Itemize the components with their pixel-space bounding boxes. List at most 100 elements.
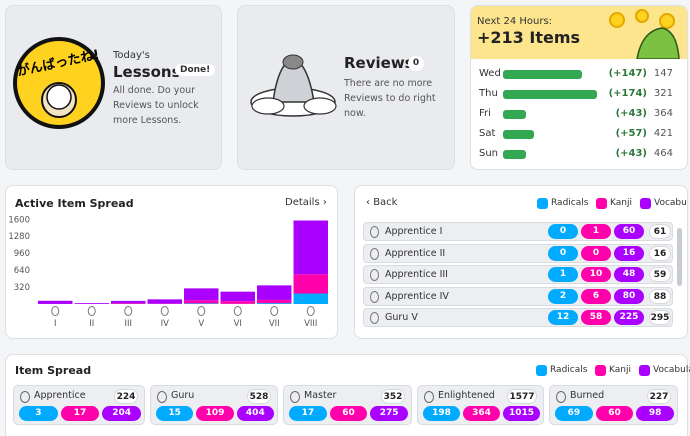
spread-total: 528: [247, 389, 271, 404]
level-count: 225: [614, 310, 644, 325]
level-icon: [124, 306, 133, 316]
x-tick-label: III: [124, 319, 132, 329]
lessons-panel[interactable]: がんばったね! Today's Lessons Done! All done. …: [5, 5, 222, 170]
level-icon: [87, 306, 96, 316]
legend-swatch: [596, 198, 607, 209]
bar-segment: [147, 299, 182, 304]
forecast-panel: Next 24 Hours: +213 Items Wed (+147) 147 Th…: [470, 5, 688, 170]
level-count: 0: [581, 245, 611, 261]
forecast-total: 364: [653, 108, 673, 119]
level-icon: [370, 312, 379, 324]
spread-name: Enlightened: [438, 390, 495, 401]
level-icon: [197, 306, 206, 316]
legend-label: Radicals: [551, 198, 589, 208]
forecast-bar: [503, 150, 527, 159]
level-count: 48: [614, 267, 644, 282]
legend-swatch: [595, 365, 606, 376]
back-text[interactable]: Back: [373, 197, 398, 208]
y-tick-label: 960: [14, 249, 30, 259]
lessons-badge: Done!: [175, 64, 216, 76]
spread-count: 275: [370, 406, 408, 421]
active-spread-panel: Active Item Spread Details ›: [5, 185, 338, 339]
chart-title: Active Item Spread: [15, 197, 134, 210]
bar-segment: [74, 303, 109, 304]
spread-count: 198: [423, 406, 460, 421]
x-tick-label: VI: [234, 319, 242, 329]
forecast-total: +213 Items: [477, 28, 581, 47]
legend-swatch: [537, 198, 548, 209]
level-detail-panel: ‹ Back Radicals Kanji Vocabulary Apprentice…: [354, 185, 688, 339]
forecast-bar: [503, 130, 534, 139]
forecast-day: Sun: [479, 148, 499, 159]
level-count: 2: [548, 288, 578, 304]
bar-segment: [257, 285, 292, 300]
forecast-added: (+147): [608, 68, 647, 79]
spread-icon: [290, 391, 300, 403]
level-icon: [306, 306, 315, 316]
legend-swatch: [640, 198, 651, 209]
x-tick-label: I: [54, 319, 57, 329]
level-icon: [370, 226, 379, 238]
spread-card[interactable]: Guru 528 15 109 404: [150, 385, 278, 425]
bar-segment: [184, 288, 219, 301]
spread-count: 1015: [503, 406, 540, 421]
legend-label: Radicals: [550, 365, 588, 375]
level-row[interactable]: Apprentice I 0 1 60 61: [363, 222, 673, 241]
spread-count: 15: [156, 406, 194, 421]
level-icon: [370, 290, 379, 303]
forecast-bar: [503, 90, 597, 99]
level-row[interactable]: Guru V 12 58 225 295: [363, 308, 673, 327]
back-link[interactable]: ‹ Back: [366, 197, 398, 208]
level-row[interactable]: Apprentice IV 2 6 80 88: [363, 286, 673, 306]
spread-count: 69: [555, 406, 593, 421]
spread-icon: [157, 391, 167, 403]
legend-swatch: [639, 365, 650, 376]
x-tick-label: V: [198, 319, 204, 329]
reviews-panel[interactable]: Reviews 0 There are no more Reviews to d…: [237, 5, 455, 170]
bar-segment: [293, 293, 328, 304]
spread-name: Apprentice: [34, 390, 86, 401]
level-total: 295: [649, 310, 671, 325]
spread-total: 352: [381, 389, 405, 404]
spread-count: 364: [463, 406, 500, 421]
forecast-added: (+174): [608, 88, 647, 99]
spread-card[interactable]: Burned 227 69 60 98: [549, 385, 678, 425]
forecast-bar: [503, 110, 527, 119]
bar-segment: [220, 291, 255, 302]
x-tick-label: II: [89, 319, 94, 329]
scrollbar[interactable]: [677, 228, 682, 286]
item-spread-title: Item Spread: [15, 364, 92, 377]
forecast-total: 421: [653, 128, 673, 139]
spread-card[interactable]: Enlightened 1577 198 364 1015: [417, 385, 544, 425]
spread-icon: [20, 391, 30, 403]
legend-label: Vocabulary: [653, 365, 690, 375]
level-row[interactable]: Apprentice III 1 10 48 59: [363, 265, 673, 284]
spread-card[interactable]: Master 352 17 60 275: [283, 385, 412, 425]
level-count: 12: [548, 310, 578, 325]
spread-total: 227: [647, 389, 671, 404]
level-icon: [233, 306, 242, 316]
spread-count: 3: [19, 406, 58, 421]
details-text[interactable]: Details: [285, 197, 320, 208]
spread-name: Guru: [171, 390, 195, 401]
lessons-text: All done. Do your Reviews to unlock more…: [113, 85, 199, 126]
level-icon: [270, 306, 279, 316]
spread-count: 109: [196, 406, 234, 421]
reviews-text: There are no more Reviews to do right no…: [344, 78, 436, 119]
bar-segment: [257, 299, 292, 304]
spread-card[interactable]: Apprentice 224 3 17 204: [13, 385, 145, 425]
level-row[interactable]: Apprentice II 0 0 16 16: [363, 243, 673, 263]
level-total: 59: [649, 267, 671, 282]
level-name: Apprentice II: [385, 247, 446, 259]
spread-icon: [424, 391, 434, 403]
reviews-title: Reviews: [344, 54, 414, 72]
level-icon: [51, 306, 60, 316]
level-count: 80: [614, 288, 644, 304]
lessons-sticker: がんばったね!: [13, 37, 105, 129]
bar-segment: [184, 303, 219, 304]
item-spread-panel: Item Spread Radicals Kanji Vocabulary Appre…: [5, 354, 690, 436]
details-link[interactable]: Details ›: [285, 197, 327, 208]
forecast-total: 464: [653, 148, 673, 159]
level-name: Apprentice III: [385, 269, 448, 280]
